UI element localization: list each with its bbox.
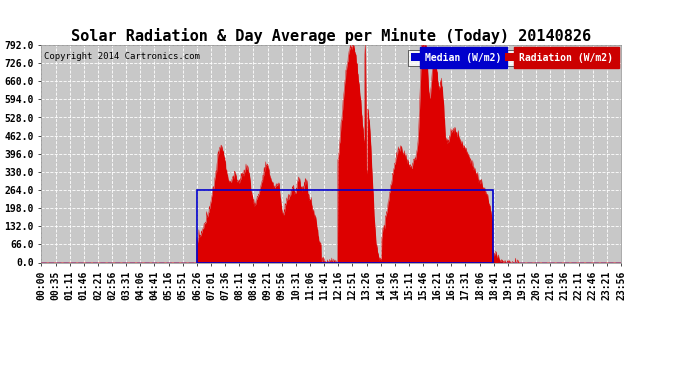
Text: Copyright 2014 Cartronics.com: Copyright 2014 Cartronics.com [44,51,200,60]
Bar [197,190,493,262]
Legend: Median (W/m2), Radiation (W/m2): Median (W/m2), Radiation (W/m2) [408,50,616,66]
Title: Solar Radiation & Day Average per Minute (Today) 20140826: Solar Radiation & Day Average per Minute… [71,28,591,44]
